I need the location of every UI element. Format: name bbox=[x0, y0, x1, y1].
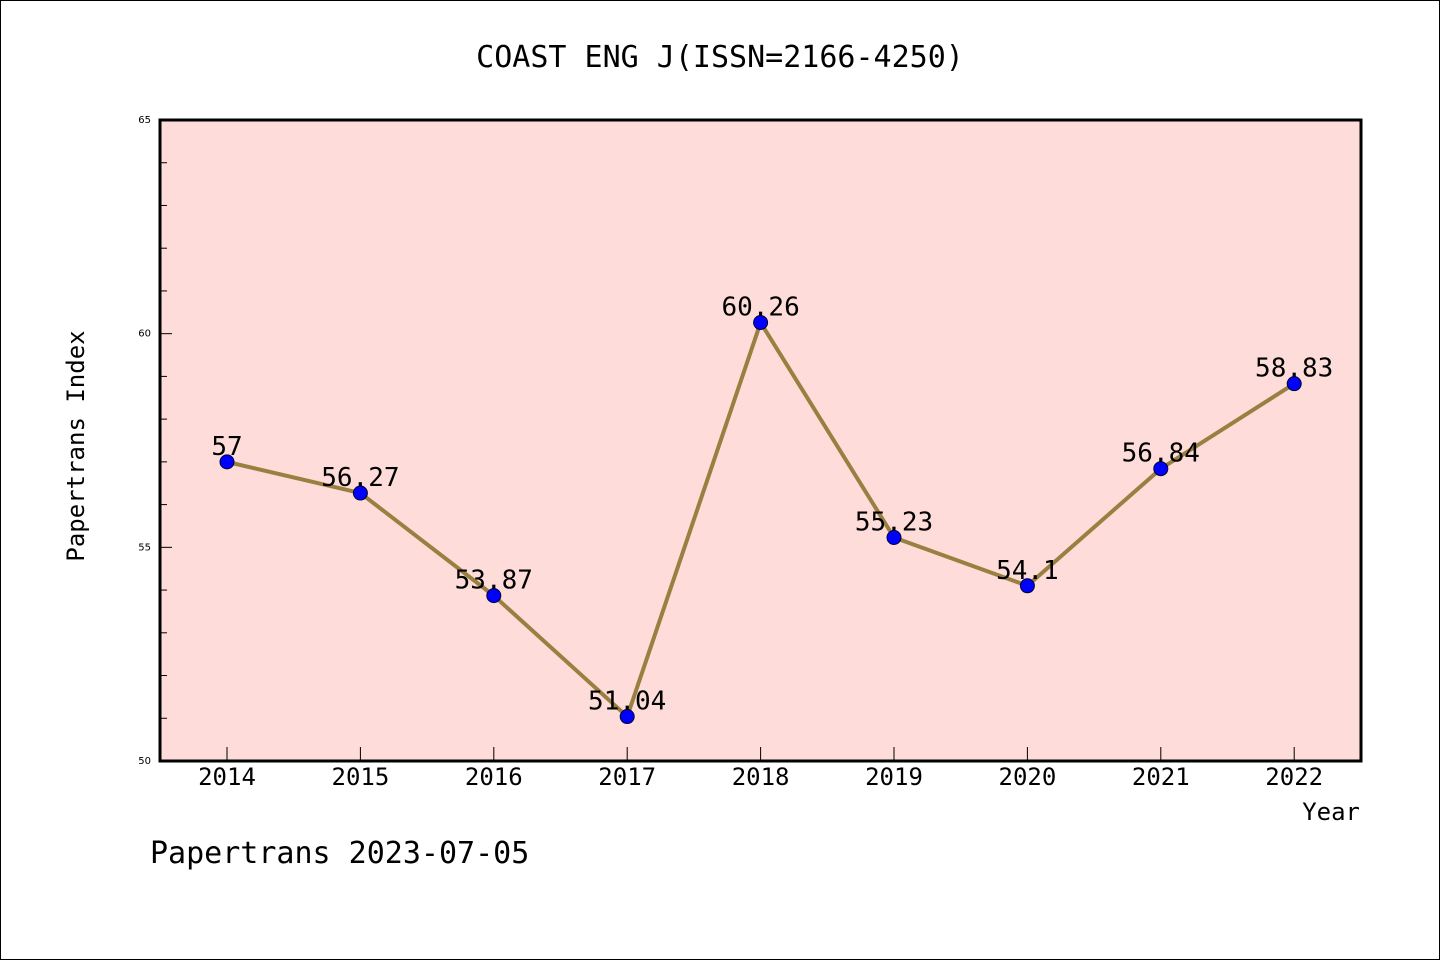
x-tick-label: 2017 bbox=[598, 763, 656, 791]
data-point bbox=[1153, 461, 1169, 477]
data-label: 51.04 bbox=[588, 687, 666, 717]
x-tick-label: 2015 bbox=[332, 763, 390, 791]
x-tick-label: 2019 bbox=[865, 763, 923, 791]
data-point bbox=[1019, 578, 1035, 594]
plot-border bbox=[158, 118, 1363, 763]
data-point bbox=[886, 530, 902, 546]
x-tick-label: 2022 bbox=[1265, 763, 1323, 791]
y-tick-label: 60 bbox=[138, 329, 151, 340]
data-point bbox=[352, 485, 368, 501]
x-tick-label: 2021 bbox=[1132, 763, 1190, 791]
x-tick-label: 2014 bbox=[198, 763, 256, 791]
data-label: 55.23 bbox=[855, 508, 933, 538]
data-point bbox=[219, 454, 235, 470]
x-tick-label: 2016 bbox=[465, 763, 523, 791]
chart-title: COAST ENG J(ISSN=2166-4250) bbox=[476, 40, 964, 75]
y-axis-label: Papertrans Index bbox=[62, 330, 90, 561]
x-axis-label: Year bbox=[1302, 798, 1360, 826]
data-point bbox=[1286, 376, 1302, 392]
data-point bbox=[619, 709, 635, 725]
y-tick-label: 50 bbox=[138, 756, 151, 767]
x-tick-label: 2020 bbox=[999, 763, 1057, 791]
data-label: 54.1 bbox=[996, 556, 1059, 586]
x-tick-label: 2018 bbox=[732, 763, 790, 791]
data-point bbox=[753, 315, 769, 331]
plot-area bbox=[160, 120, 1361, 761]
data-label: 56.84 bbox=[1122, 439, 1200, 469]
series-layer bbox=[219, 315, 1302, 725]
data-label: 56.27 bbox=[321, 463, 399, 493]
data-label: 57 bbox=[211, 432, 242, 462]
data-label: 60.26 bbox=[721, 293, 799, 323]
x-axis-ticks: 2014 2015 2016 2017 2018 2019 2020 2021 2022 bbox=[198, 747, 1323, 791]
y-tick-label: 65 bbox=[138, 115, 151, 126]
data-labels: 57 56.27 53.87 51.04 60.26 55.23 54.1 56.84 58.8… bbox=[211, 293, 1333, 717]
footer-stamp: Papertrans 2023-07-05 bbox=[150, 836, 529, 871]
data-label: 58.83 bbox=[1255, 354, 1333, 384]
y-tick-label: 55 bbox=[138, 542, 151, 553]
data-label: 53.87 bbox=[455, 566, 533, 596]
data-point bbox=[486, 588, 502, 604]
